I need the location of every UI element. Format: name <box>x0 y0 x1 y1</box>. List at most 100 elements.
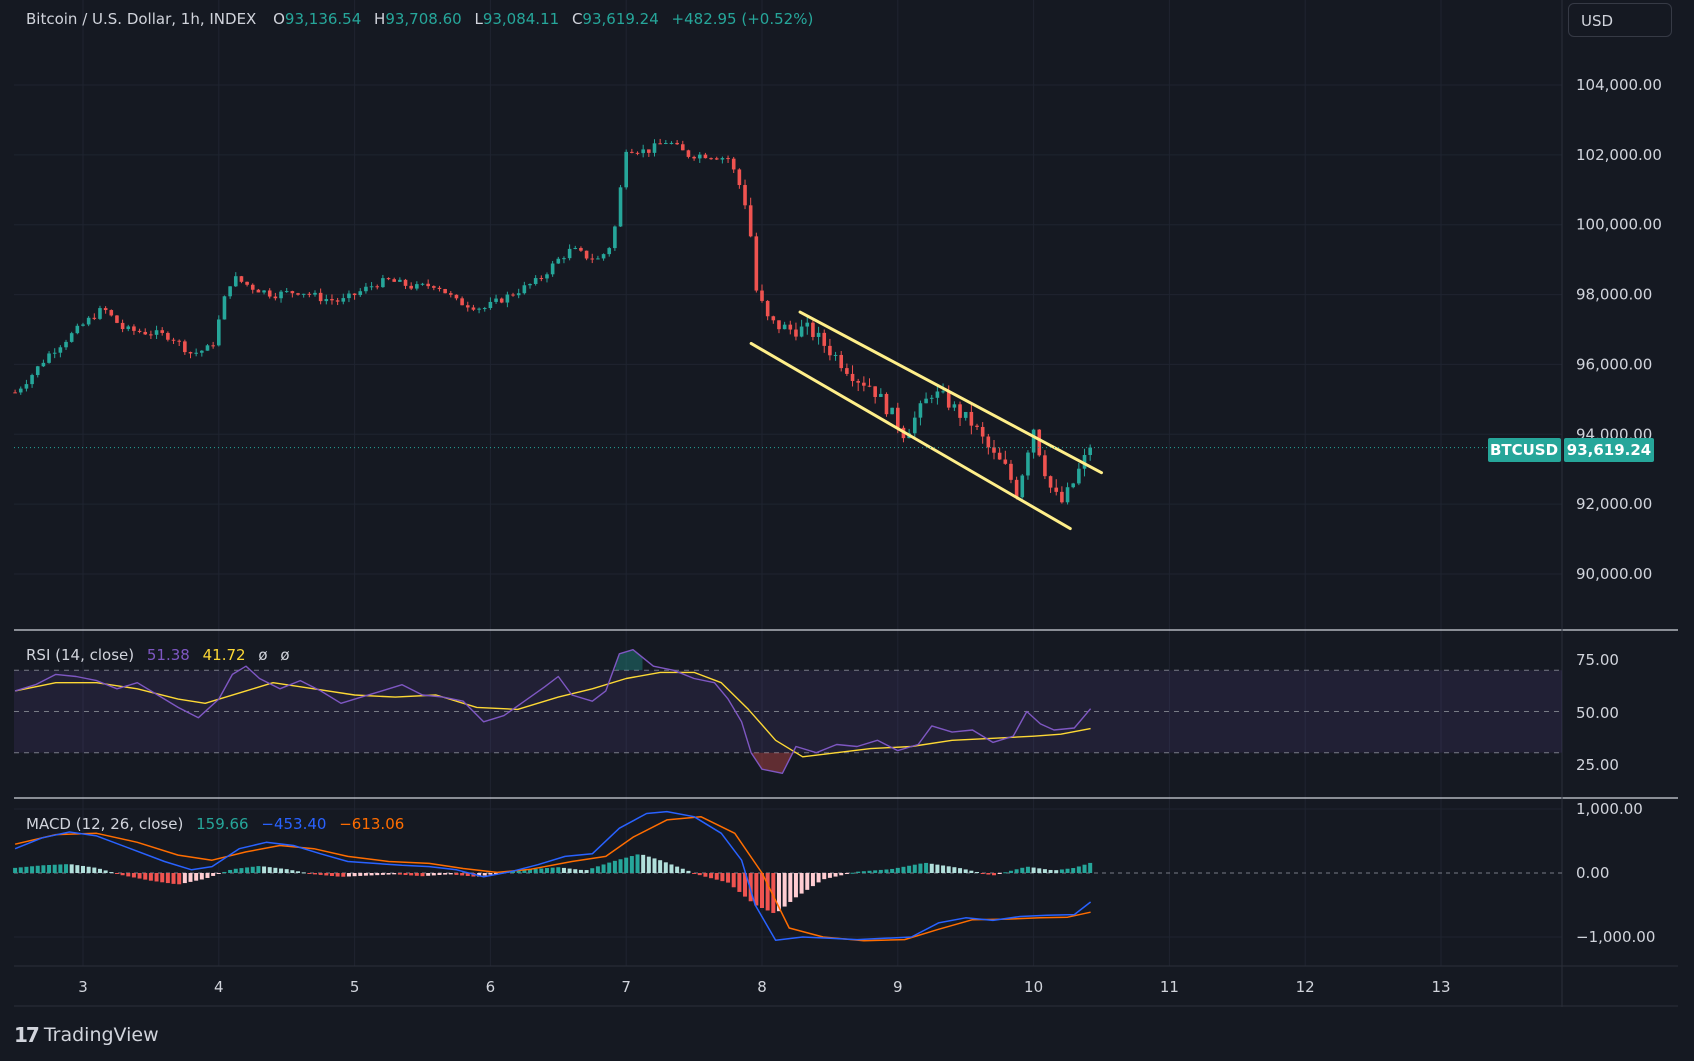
time-axis-label: 6 <box>486 978 496 996</box>
macd-hist-bar <box>737 873 742 892</box>
candle-body <box>958 404 962 418</box>
candle-body <box>64 341 68 348</box>
macd-hist-bar <box>279 868 284 873</box>
price-badge: BTCUSD 93,619.24 <box>1488 438 1654 462</box>
rsi-axis[interactable]: 25.00 50.00 75.00 <box>1576 651 1619 774</box>
channel-upper-line <box>798 310 1103 475</box>
candle-body <box>284 291 289 293</box>
macd-hist-bar <box>143 873 148 880</box>
close-label: C <box>572 10 582 28</box>
macd-hist-bar <box>918 863 923 873</box>
macd-hist-bar <box>177 873 182 885</box>
macd-hist-bar <box>380 873 385 875</box>
macd-hist-bar <box>1003 872 1008 874</box>
descending-channel[interactable] <box>749 310 1103 531</box>
macd-signal-line <box>14 815 1091 942</box>
macd-hist-bar <box>1037 868 1042 873</box>
candle-body <box>177 340 181 342</box>
macd-hist-bar <box>873 870 878 873</box>
candle-body <box>590 258 595 260</box>
candlestick-series <box>13 138 1092 505</box>
candle-body <box>143 331 148 335</box>
macd-hist-bar <box>171 873 176 884</box>
macd-hist-bar <box>205 873 210 878</box>
candle-body <box>992 447 996 453</box>
macd-hist-bar <box>618 859 623 873</box>
symbol-badge-bg <box>1488 438 1561 462</box>
candle-body <box>267 290 272 297</box>
candle-body <box>505 294 510 303</box>
price-axis-label: 98,000.00 <box>1576 286 1652 304</box>
currency-selector[interactable]: USD <box>1568 3 1672 37</box>
candle-body <box>273 296 278 299</box>
candle-body <box>1060 491 1064 503</box>
candle-body <box>205 345 210 351</box>
time-axis-label: 11 <box>1160 978 1179 996</box>
brand-logo[interactable]: 17 TradingView <box>14 1022 159 1048</box>
macd-hist-bar <box>641 854 646 873</box>
candle-body <box>969 411 974 426</box>
macd-legend[interactable]: MACD (12, 26, close) 159.66 −453.40 −613… <box>26 815 404 833</box>
macd-hist-bar <box>329 873 334 876</box>
macd-axis[interactable]: 1,000.00 0.00 −1,000.00 <box>1576 800 1655 946</box>
candle-body <box>30 375 34 385</box>
macd-hist-bar <box>975 871 980 873</box>
candle-body <box>200 350 204 353</box>
macd-hist-bar <box>228 869 233 873</box>
macd-hist-bar <box>1059 869 1064 873</box>
candle-body <box>630 151 634 153</box>
candle-body <box>607 248 612 255</box>
candle-body <box>680 144 685 151</box>
candle-body <box>494 298 498 302</box>
candle-body <box>448 293 453 295</box>
macd-hist-bar <box>839 873 844 876</box>
candle-body <box>714 158 719 160</box>
macd-hist-bar <box>437 873 442 875</box>
rsi-series <box>14 649 1092 774</box>
candle-body <box>330 299 334 301</box>
macd-hist-bar <box>612 860 617 873</box>
candle-body <box>279 291 283 299</box>
macd-hist-bar <box>30 866 35 873</box>
candle-body <box>941 391 945 393</box>
candle-body <box>98 308 102 319</box>
high-value: 93,708.60 <box>385 10 461 28</box>
macd-hist-bar <box>856 871 861 873</box>
candle-body <box>873 386 877 397</box>
candle-body <box>675 142 679 145</box>
macd-hist-bar <box>443 873 448 875</box>
candle-body <box>409 285 413 289</box>
rsi-na-2: ø <box>280 646 289 664</box>
macd-hist-bar <box>426 873 431 876</box>
time-axis[interactable]: 3 4 5 6 7 8 9 10 11 12 13 <box>78 978 1450 996</box>
macd-hist-bar <box>97 868 102 873</box>
macd-hist-bar <box>188 873 193 882</box>
macd-hist-bar <box>352 873 357 877</box>
macd-hist-bar <box>13 867 18 873</box>
candle-body <box>313 292 317 295</box>
macd-hist-bar <box>267 867 272 873</box>
candle-body <box>381 278 385 288</box>
rsi-legend[interactable]: RSI (14, close) 51.38 41.72 ø ø <box>26 646 290 664</box>
candle-body <box>1088 447 1092 456</box>
candle-body <box>426 283 430 287</box>
macd-hist-bar <box>850 872 855 874</box>
macd-hist-bar <box>245 867 250 873</box>
candle-body <box>652 143 657 153</box>
price-axis-label: 90,000.00 <box>1576 565 1652 583</box>
macd-hist-bar <box>211 873 216 876</box>
candle-body <box>1054 487 1059 492</box>
price-axis[interactable]: 90,000.0092,000.0094,000.0096,000.0098,0… <box>1576 76 1662 583</box>
candle-body <box>788 324 793 330</box>
ohlc-legend[interactable]: Bitcoin / U.S. Dollar, 1h, INDEX O93,136… <box>26 10 813 28</box>
candle-body <box>58 347 63 353</box>
macd-axis-label: 1,000.00 <box>1576 800 1643 818</box>
macd-hist-bar <box>64 864 69 873</box>
macd-hist-bar <box>901 866 906 873</box>
candle-body <box>256 289 261 293</box>
candle-body <box>997 452 1002 460</box>
candle-body <box>245 281 249 285</box>
macd-hist-bar <box>375 873 380 876</box>
macd-hist-bar <box>743 873 748 897</box>
